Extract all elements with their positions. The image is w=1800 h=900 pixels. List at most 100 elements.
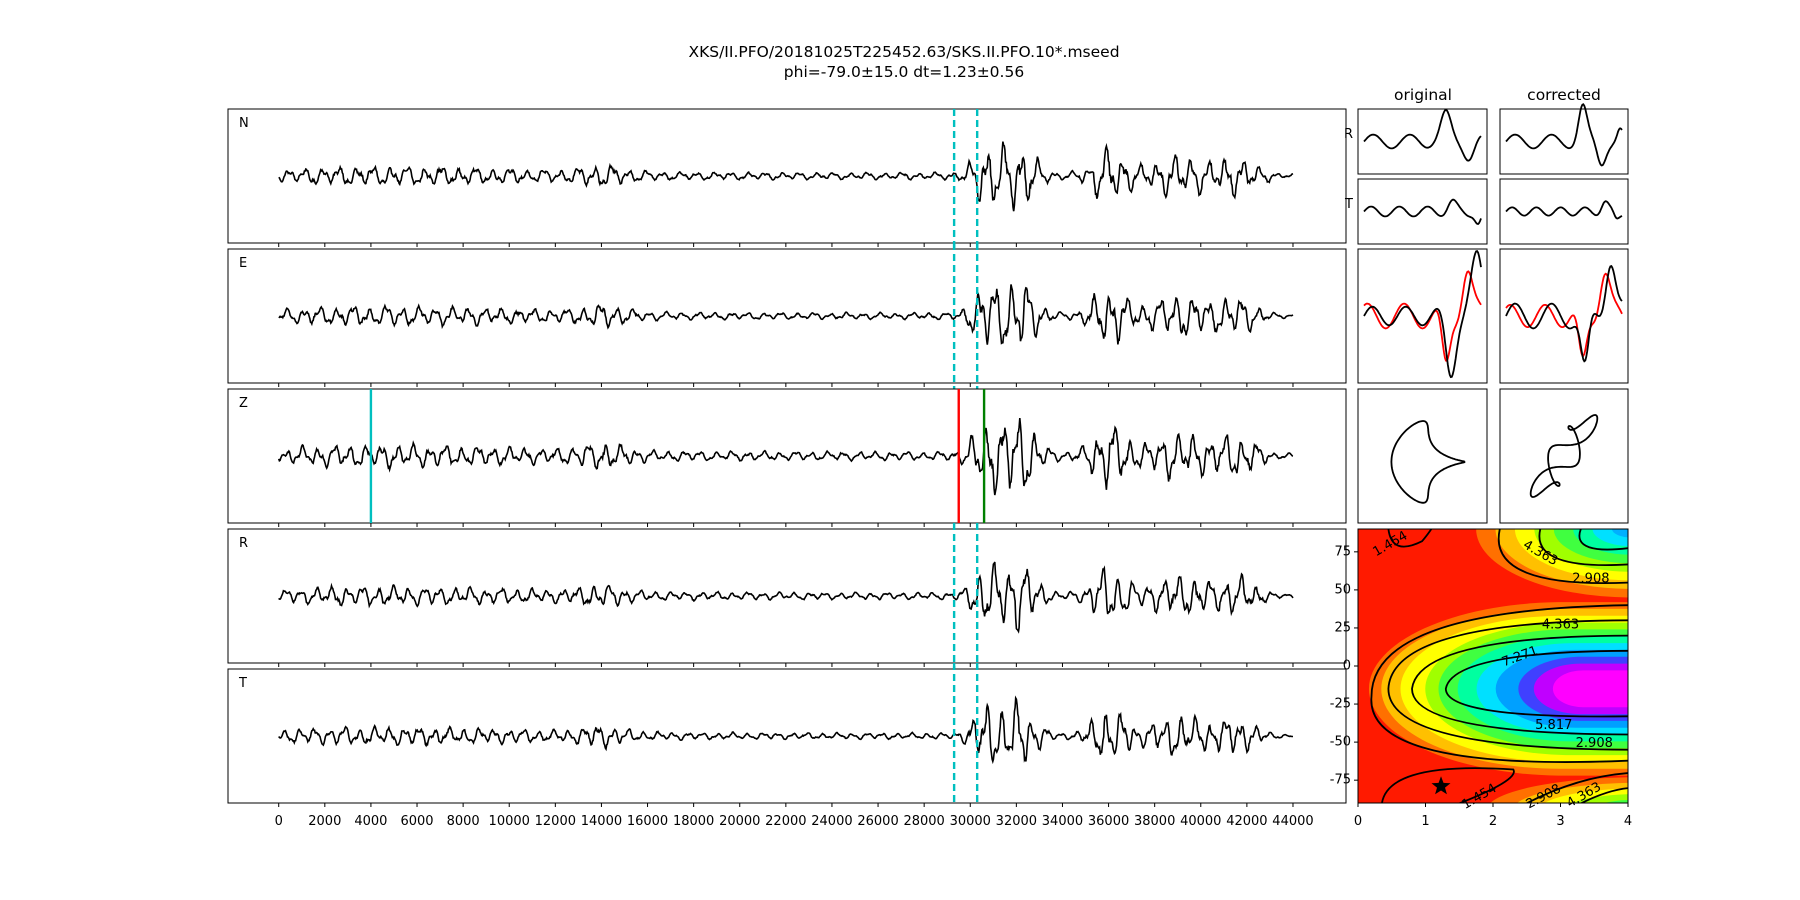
window-panels: RT bbox=[1344, 103, 1629, 524]
window-panel-frame bbox=[1499, 248, 1629, 384]
surface-band-top bbox=[1611, 529, 1628, 538]
x-tick-label: 32000 bbox=[996, 814, 1037, 829]
contour-1-454-top bbox=[1387, 529, 1433, 548]
panel-label: Z bbox=[239, 396, 248, 411]
surface-y-tick-label: -50 bbox=[1330, 735, 1351, 750]
surface-y-tick-label: 50 bbox=[1334, 582, 1351, 597]
contour-1-454-bottom bbox=[1381, 767, 1515, 803]
x-tick-label: 2000 bbox=[308, 814, 341, 829]
particle-motion-trace bbox=[1390, 420, 1466, 504]
best-fit-star-icon bbox=[1431, 776, 1451, 795]
window-panel-original-t bbox=[1357, 178, 1488, 245]
waveform-trace-r bbox=[278, 561, 1294, 634]
surface-x-tick-label: 4 bbox=[1624, 814, 1632, 829]
panel-label: E bbox=[239, 256, 247, 271]
surface-y-tick-label: -75 bbox=[1330, 773, 1351, 788]
column-title-corrected: corrected bbox=[1527, 86, 1601, 104]
panel-n: N bbox=[227, 108, 1347, 249]
panel-r: R bbox=[227, 523, 1347, 669]
window-panel-corrected-t bbox=[1499, 178, 1629, 245]
waveform-trace-n bbox=[278, 141, 1294, 212]
window-panel-frame bbox=[1499, 108, 1629, 175]
x-tick-label: 16000 bbox=[627, 814, 668, 829]
surface-x-tick-label: 0 bbox=[1354, 814, 1362, 829]
overlay-trace-black bbox=[1363, 250, 1482, 379]
contour-label: 2.908 bbox=[1576, 736, 1613, 751]
x-tick-label: 12000 bbox=[535, 814, 576, 829]
error-surface: 1.454 4.3632.9084.3637.2715.8172.9081.454… bbox=[1357, 528, 1629, 813]
overlay-trace-red bbox=[1505, 272, 1623, 357]
transverse-trace bbox=[1505, 200, 1623, 220]
x-tick-label: 44000 bbox=[1272, 814, 1313, 829]
x-tick-label: 28000 bbox=[903, 814, 944, 829]
x-tick-label: 6000 bbox=[400, 814, 433, 829]
particle-motion-trace bbox=[1529, 414, 1599, 498]
x-tick-label: 30000 bbox=[950, 814, 991, 829]
contour-2-908-bottom bbox=[1525, 772, 1628, 803]
waveform-trace-e bbox=[278, 284, 1294, 345]
panel-label: N bbox=[239, 116, 249, 131]
window-panel-frame bbox=[1357, 108, 1488, 175]
x-tick-label: 18000 bbox=[673, 814, 714, 829]
x-tick-label: 0 bbox=[275, 814, 283, 829]
x-tick-label: 4000 bbox=[354, 814, 387, 829]
contour-2-908-top bbox=[1497, 529, 1628, 584]
contour-4-363 bbox=[1387, 619, 1628, 751]
waveform-trace-t bbox=[278, 695, 1293, 765]
transverse-trace bbox=[1363, 198, 1482, 225]
surface-y-tick-label: -25 bbox=[1330, 697, 1351, 712]
x-tick-label: 34000 bbox=[1042, 814, 1083, 829]
window-panel-original-overlay bbox=[1357, 248, 1488, 384]
window-panel-frame bbox=[1499, 178, 1629, 245]
figure-title: XKS/II.PFO/20181025T225452.63/SKS.II.PFO… bbox=[688, 43, 1119, 61]
column-title-original: original bbox=[1394, 86, 1452, 104]
contour-label: 5.817 bbox=[1535, 718, 1572, 733]
contour-4-363-top bbox=[1538, 529, 1628, 567]
surface-x-tick-label: 1 bbox=[1421, 814, 1429, 829]
x-tick-label: 26000 bbox=[857, 814, 898, 829]
surface-x-tick-label: 3 bbox=[1556, 814, 1564, 829]
panel-t: T bbox=[227, 663, 1347, 807]
contour-7-271 bbox=[1444, 649, 1628, 718]
window-panel-original-r bbox=[1357, 108, 1488, 175]
surface-band-bottom bbox=[1603, 799, 1628, 803]
small-row-label-t: T bbox=[1344, 197, 1353, 212]
surface-y-tick-label: 25 bbox=[1334, 620, 1351, 635]
x-tick-label: 22000 bbox=[765, 814, 806, 829]
surface-y-tick-label: 75 bbox=[1334, 544, 1351, 559]
panel-e: E bbox=[227, 243, 1347, 389]
window-panel-frame bbox=[1357, 178, 1488, 245]
x-tick-label: 10000 bbox=[489, 814, 530, 829]
contour-5-817 bbox=[1411, 634, 1628, 736]
window-panel-corrected-r bbox=[1499, 103, 1629, 175]
waveform-panels: N E Z R T 0 2000 4000 6000 8000 10000 12000 14000 160… bbox=[227, 108, 1347, 829]
x-tick-label: 40000 bbox=[1180, 814, 1221, 829]
waveform-trace-z bbox=[277, 418, 1294, 496]
window-panel-original-particle-motion bbox=[1357, 388, 1488, 524]
x-tick-label: 24000 bbox=[811, 814, 852, 829]
x-tick-label: 42000 bbox=[1226, 814, 1267, 829]
panel-frame bbox=[227, 248, 1347, 384]
surface-y-tick-label: 0 bbox=[1343, 659, 1351, 674]
window-panel-frame bbox=[1357, 248, 1488, 384]
contour-label: 2.908 bbox=[1572, 572, 1609, 587]
window-panel-frame bbox=[1357, 388, 1488, 524]
panel-z: Z bbox=[227, 388, 1347, 527]
x-tick-label: 36000 bbox=[1088, 814, 1129, 829]
window-panel-frame bbox=[1499, 388, 1629, 524]
x-tick-label: 38000 bbox=[1134, 814, 1175, 829]
figure-subtitle: phi=-79.0±15.0 dt=1.23±0.56 bbox=[784, 63, 1024, 81]
x-tick-label: 8000 bbox=[447, 814, 480, 829]
error-surface-axes: 0 1 2 3 4 -75 -50 -25 0 25 50 75 bbox=[1330, 544, 1632, 829]
window-panel-corrected-overlay bbox=[1499, 248, 1629, 384]
panel-label: R bbox=[239, 536, 248, 551]
surface-band bbox=[1552, 670, 1628, 708]
contour-label: 4.363 bbox=[1542, 617, 1579, 632]
radial-trace bbox=[1505, 103, 1623, 167]
surface-x-tick-label: 2 bbox=[1489, 814, 1497, 829]
overlay-trace-red bbox=[1363, 270, 1482, 363]
error-surface-contours bbox=[1370, 529, 1628, 803]
x-axis-ticks: 0 2000 4000 6000 8000 10000 12000 14000 16000 180… bbox=[275, 814, 1314, 829]
contour-5-817-top bbox=[1578, 529, 1628, 551]
